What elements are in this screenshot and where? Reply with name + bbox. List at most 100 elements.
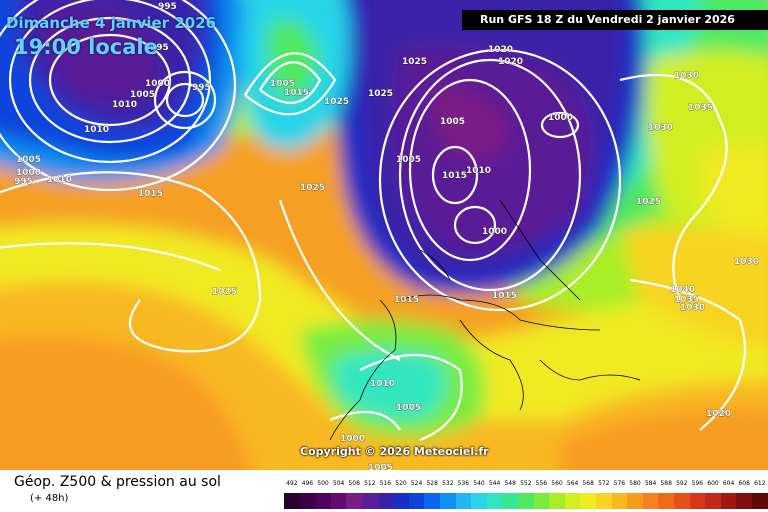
scale-tick-label: 556 [535,480,548,487]
scale-color-cell [440,493,456,509]
pressure-label: 1035 [688,103,713,113]
pressure-label: 1000 [482,227,507,237]
pressure-label: 1015 [442,171,467,181]
pressure-label: 1025 [636,197,661,207]
pressure-label: 1010 [47,175,72,185]
scale-color-cell [284,493,300,509]
pressure-label: 1015 [138,189,163,199]
pressure-label: 1000 [16,168,41,178]
pressure-label: 1005 [396,403,421,413]
scale-color-cell [299,493,316,509]
forecast-time: 19:00 locale [14,35,158,59]
pressure-label: 1005 [270,79,295,89]
scale-color-cell [658,493,674,509]
scale-color-cell [642,493,659,509]
pressure-label: 1000 [548,113,573,123]
scale-color-cell [705,493,721,509]
pressure-label: 1015 [492,291,517,301]
scale-tick-label: 596 [691,480,704,487]
scale-color-cell [486,493,503,509]
scale-color-cell [720,493,737,509]
scale-tick-label: 572 [598,480,610,487]
scale-tick-label: 508 [348,480,360,487]
scale-color-cell [564,493,581,509]
scale-tick-label: 496 [301,480,314,487]
scale-tick-label: 604 [722,480,735,487]
scale-tick-label: 528 [426,480,438,487]
map-footer: Géop. Z500 & pression au sol (+ 48h) 492… [0,470,768,512]
run-banner: Run GFS 18 Z du Vendredi 2 janvier 2026 [462,10,768,30]
scale-tick-label: 568 [582,480,594,487]
scale-tick-label: 548 [504,480,516,487]
scale-tick-label: 588 [660,480,672,487]
pressure-label: 1025 [324,97,349,107]
scale-color-cell [533,493,550,509]
pressure-label: 995 [158,2,177,12]
pressure-label: 1005 [440,117,465,127]
pressure-label: 1015 [394,295,419,305]
scale-tick-label: 580 [629,480,641,487]
scale-tick-label: 524 [410,480,423,487]
pressure-label: 1030 [734,257,759,267]
scale-color-cell [471,493,487,509]
pressure-label: 1010 [112,100,137,110]
pressure-label: 1000 [340,434,365,444]
pressure-label: 1005 [16,155,41,165]
scale-tick-label: 504 [332,480,345,487]
pressure-label: 1025 [212,287,237,297]
copyright-notice: Copyright © 2026 Meteociel.fr [300,445,489,458]
pressure-label: 1000 [145,79,170,89]
scale-tick-label: 492 [286,480,298,487]
scale-tick-label: 576 [613,480,626,487]
scale-color-cell [315,493,331,509]
pressure-label: 995 [192,83,211,93]
scale-color-cell [596,493,612,509]
weather-map: 995 995 1000 1005 1010 995 1010 1005 100… [0,0,768,470]
pressure-label: 995 [150,43,169,53]
pressure-label: 1010 [466,166,491,176]
scale-color-cell [346,493,362,509]
scale-color-cell [424,493,440,509]
pressure-label: 1010 [84,125,109,135]
scale-tick-label: 560 [551,480,563,487]
scale-tick-label: 592 [676,480,688,487]
pressure-label: 1030 [674,71,699,81]
scale-color-cell [689,493,706,509]
scale-tick-label: 512 [364,480,376,487]
scale-color-cell [580,493,596,509]
scale-color-cell [611,493,628,509]
scale-color-cell [518,493,534,509]
scale-tick-label: 540 [473,480,485,487]
scale-color-cell [549,493,565,509]
scale-color-cell [752,493,768,509]
scale-color-cell [674,493,690,509]
pressure-label: 1030 [648,123,673,133]
scale-tick-label: 516 [379,480,392,487]
pressure-label: 1030 [680,303,705,313]
scale-color-cell [455,493,472,509]
chart-title: Géop. Z500 & pression au sol [14,474,221,490]
coastlines [329,199,641,441]
pressure-label: 1020 [706,409,731,419]
scale-color-cell [627,493,643,509]
pressure-label: 1035 [674,295,699,305]
scale-color-cell [393,493,409,509]
pressure-labels: 995 995 1000 1005 1010 995 1010 1005 100… [14,2,760,470]
pressure-label: 1005 [396,155,421,165]
forecast-date: Dimanche 4 janvier 2026 [6,14,217,32]
pressure-label: 1040 [670,285,695,295]
scale-color-cell [330,493,347,509]
isobars [0,0,745,440]
scale-tick-label: 600 [707,480,719,487]
scale-tick-label: 552 [520,480,532,487]
scale-color-cell [408,493,425,509]
pressure-label: 1015 [284,88,309,98]
pressure-label: 1025 [300,183,325,193]
pressure-label: 1025 [402,57,427,67]
forecast-offset: (+ 48h) [30,493,69,504]
scale-tick-label: 584 [644,480,657,487]
scale-tick-label: 500 [317,480,329,487]
scale-tick-label: 564 [566,480,579,487]
scale-color-cell [736,493,752,509]
pressure-label: 1005 [368,463,393,470]
